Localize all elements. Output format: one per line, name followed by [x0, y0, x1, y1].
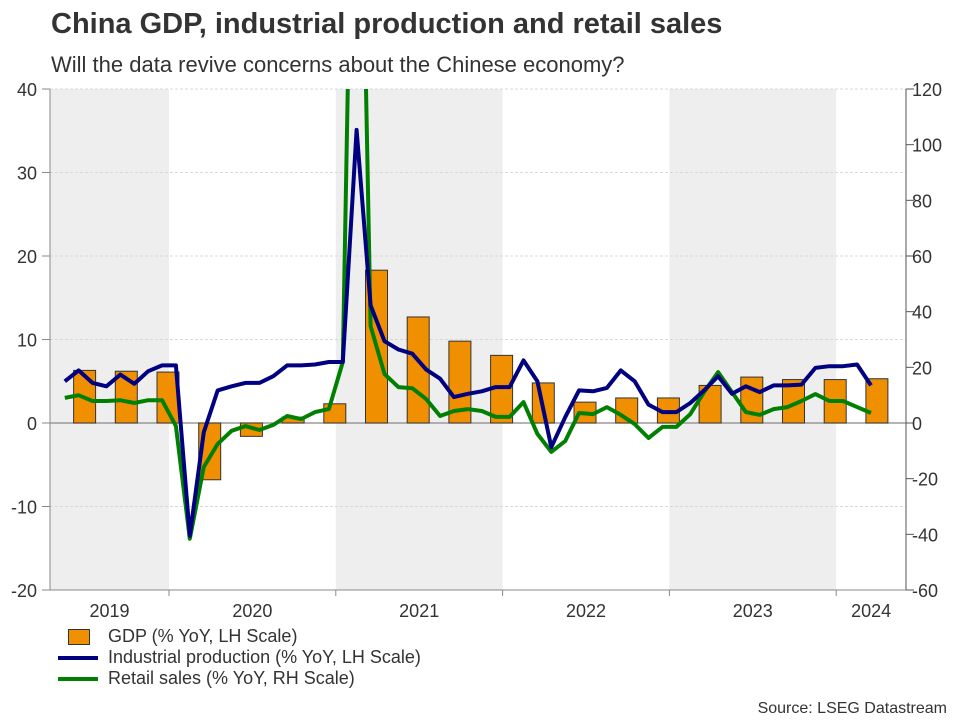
y-right-tick-label: 120 — [912, 80, 942, 100]
y-left-tick-label: 20 — [17, 247, 37, 267]
chart-subtitle: Will the data revive concerns about the … — [51, 52, 625, 77]
legend: GDP (% YoY, LH Scale) Industrial product… — [56, 626, 421, 689]
legend-item-ip: Industrial production (% YoY, LH Scale) — [56, 647, 421, 668]
y-right-tick-label: -60 — [912, 581, 938, 601]
y-right-tick-label: -40 — [912, 525, 938, 545]
retail-swatch — [58, 677, 98, 681]
x-tick-label: 2019 — [89, 601, 129, 621]
tick-labels: 2019 2020 2021 2022 2023 2024403020100-10-201… — [11, 80, 942, 621]
y-right-tick-label: -20 — [912, 470, 938, 490]
y-right-tick-label: 40 — [912, 303, 932, 323]
ip-swatch — [58, 656, 98, 660]
chart-title: China GDP, industrial production and ret… — [51, 8, 723, 40]
axes — [42, 88, 914, 596]
gdp-swatch — [68, 629, 90, 645]
industrial-production-line — [63, 127, 873, 538]
y-right-tick-label: 20 — [912, 358, 932, 378]
y-left-tick-label: 30 — [17, 164, 37, 184]
y-left-tick-label: 0 — [27, 414, 37, 434]
y-left-tick-label: 10 — [17, 331, 37, 351]
x-tick-label: 2022 — [566, 601, 606, 621]
x-tick-label: 2021 — [399, 601, 439, 621]
gdp-bar — [323, 403, 347, 424]
y-left-tick-label: -10 — [11, 498, 37, 518]
legend-label-gdp: GDP (% YoY, LH Scale) — [108, 626, 298, 646]
series-lines — [63, 89, 873, 541]
x-tick-label: 2023 — [733, 601, 773, 621]
y-right-tick-label: 80 — [912, 191, 932, 211]
y-left-tick-label: 40 — [17, 80, 37, 100]
legend-label-retail: Retail sales (% YoY, RH Scale) — [108, 668, 355, 688]
y-right-tick-label: 60 — [912, 247, 932, 267]
gdp-bar — [448, 340, 472, 424]
source-note: Source: LSEG Datastream — [757, 700, 947, 717]
y-left-tick-label: -20 — [11, 581, 37, 601]
legend-item-retail: Retail sales (% YoY, RH Scale) — [56, 668, 421, 689]
legend-label-ip: Industrial production (% YoY, LH Scale) — [108, 647, 421, 667]
y-right-tick-label: 100 — [912, 136, 942, 156]
x-tick-label: 2020 — [232, 601, 272, 621]
year-band-2019 — [50, 89, 169, 590]
legend-item-gdp: GDP (% YoY, LH Scale) — [56, 626, 421, 647]
y-right-tick-label: 0 — [912, 414, 922, 434]
retail-sales-line — [64, 89, 872, 541]
x-tick-label: 2024 — [851, 601, 891, 621]
